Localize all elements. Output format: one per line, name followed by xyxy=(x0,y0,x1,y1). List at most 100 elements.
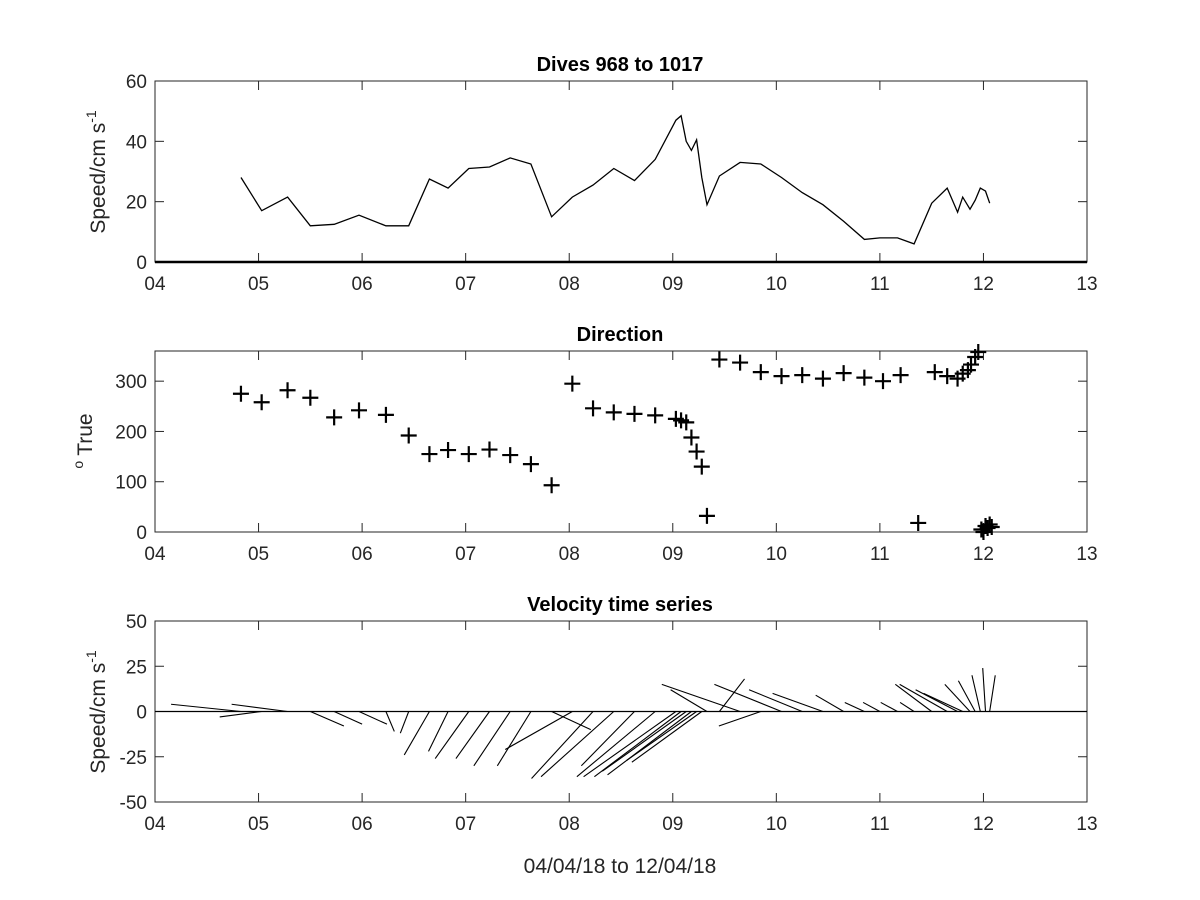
velocity-feather xyxy=(714,683,782,713)
speed-panel: Dives 968 to 1017 Speed/cm s-1 04 05 06 07 0… xyxy=(83,54,1098,295)
velocity-feather xyxy=(496,711,532,767)
direction-point xyxy=(688,443,705,460)
velocity-feather xyxy=(385,711,395,732)
direction-point xyxy=(605,404,622,421)
velocity-feather xyxy=(473,711,511,767)
direction-point xyxy=(253,394,270,411)
direction-y-axis-label: oTrue xyxy=(70,413,97,468)
velocity-x-tick-label: 07 xyxy=(455,814,476,835)
velocity-x-tick-label: 05 xyxy=(248,814,269,835)
velocity-feather xyxy=(880,701,898,712)
velocity-feather xyxy=(631,711,703,763)
velocity-x-axis-label: 04/04/18 to 12/04/18 xyxy=(524,855,717,878)
speed-chart-title: Dives 968 to 1017 xyxy=(537,54,704,76)
velocity-feather xyxy=(594,711,682,778)
velocity-x-tick-label: 11 xyxy=(870,814,890,835)
velocity-y-tick-label: -25 xyxy=(120,748,147,769)
velocity-feather xyxy=(815,694,844,712)
velocity-feather xyxy=(944,683,971,712)
velocity-feather xyxy=(772,692,824,713)
velocity-feather xyxy=(602,711,687,772)
velocity-x-tick-label: 12 xyxy=(973,814,994,835)
direction-point xyxy=(522,456,539,473)
velocity-x-tick-label: 09 xyxy=(662,814,683,835)
direction-point xyxy=(983,518,1000,535)
velocity-feather xyxy=(989,675,996,712)
direction-point xyxy=(502,447,519,464)
direction-point xyxy=(892,367,909,384)
direction-chart-title: Direction xyxy=(577,324,664,346)
direction-point xyxy=(481,441,498,458)
direction-point xyxy=(752,364,769,381)
velocity-feather xyxy=(957,680,976,712)
velocity-feather xyxy=(427,711,449,752)
direction-x-tick-label: 05 xyxy=(248,544,269,565)
velocity-feather xyxy=(310,710,345,727)
velocity-y-axis-label: Speed/cm s-1 xyxy=(83,650,110,774)
velocity-y-tick-label: 0 xyxy=(136,703,147,724)
velocity-feather xyxy=(844,701,865,712)
velocity-x-tick-label: 06 xyxy=(352,814,373,835)
direction-point xyxy=(279,382,296,399)
speed-x-tick-label: 10 xyxy=(766,274,787,295)
velocity-y-tick-label: 25 xyxy=(126,657,147,678)
direction-point xyxy=(835,365,852,382)
direction-x-tick-label: 11 xyxy=(870,544,890,565)
direction-point xyxy=(732,354,749,371)
speed-x-tick-label: 13 xyxy=(1076,274,1097,295)
direction-point xyxy=(683,429,700,446)
direction-point xyxy=(698,507,715,524)
velocity-feather xyxy=(170,703,242,713)
direction-x-tick-label: 06 xyxy=(352,544,373,565)
direction-x-tick-label: 13 xyxy=(1076,544,1097,565)
direction-point xyxy=(856,369,873,386)
velocity-feather xyxy=(862,701,881,712)
speed-x-tick-label: 08 xyxy=(559,274,580,295)
velocity-feather xyxy=(718,710,761,727)
speed-x-tick-label: 07 xyxy=(455,274,476,295)
direction-point xyxy=(421,446,438,463)
velocity-feather xyxy=(504,711,573,750)
velocity-feather xyxy=(333,710,363,725)
speed-y-tick-label: 0 xyxy=(136,253,147,274)
speed-x-tick-label: 09 xyxy=(662,274,683,295)
direction-point xyxy=(302,389,319,406)
direction-panel: Direction oTrue 04 05 06 07 08 09 10 11 12 13 0 100… xyxy=(70,324,1098,565)
direction-y-tick-label: 200 xyxy=(115,422,147,443)
speed-x-tick-label: 04 xyxy=(144,274,166,295)
direction-y-tick-label: 100 xyxy=(115,473,147,494)
velocity-x-tick-label: 04 xyxy=(144,814,166,835)
direction-point xyxy=(647,407,664,424)
direction-point xyxy=(981,516,998,533)
direction-x-tick-label: 12 xyxy=(973,544,994,565)
direction-y-tick-label: 0 xyxy=(136,523,147,544)
velocity-feather xyxy=(580,711,635,767)
speed-x-tick-label: 12 xyxy=(973,274,994,295)
speed-y-axis-label: Speed/cm s-1 xyxy=(83,110,110,234)
direction-point xyxy=(711,351,728,368)
velocity-feather xyxy=(626,711,697,761)
velocity-feather xyxy=(899,683,948,712)
direction-point xyxy=(963,356,980,373)
direction-point xyxy=(543,477,560,494)
direction-x-tick-label: 04 xyxy=(144,544,166,565)
speed-y-tick-label: 60 xyxy=(126,72,147,93)
velocity-feather xyxy=(982,668,987,712)
direction-point xyxy=(440,442,457,459)
direction-point xyxy=(626,405,643,422)
direction-point xyxy=(564,375,581,392)
velocity-feather xyxy=(455,711,490,759)
velocity-chart-title: Velocity time series xyxy=(527,594,713,616)
velocity-feather xyxy=(551,711,591,731)
velocity-feather xyxy=(358,710,388,725)
speed-series-line xyxy=(240,114,991,245)
speed-y-tick-label: 20 xyxy=(126,193,147,214)
velocity-x-tick-label: 13 xyxy=(1076,814,1097,835)
direction-point xyxy=(460,446,477,463)
velocity-feather xyxy=(231,703,288,713)
velocity-feather xyxy=(915,689,958,712)
direction-x-tick-label: 10 xyxy=(766,544,787,565)
velocity-x-tick-label: 08 xyxy=(559,814,580,835)
direction-point xyxy=(400,427,417,444)
velocity-feather xyxy=(434,711,470,759)
